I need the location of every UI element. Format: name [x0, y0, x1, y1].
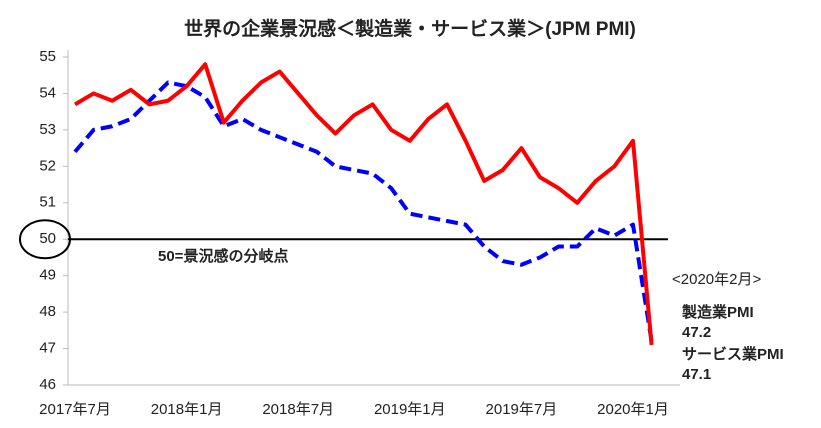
x-tick-label: 2019年1月: [374, 401, 446, 418]
x-tick-label: 2018年1月: [151, 401, 223, 418]
highlight-circle: [19, 219, 71, 260]
y-tick-label: 51: [39, 194, 56, 211]
series-label: 製造業PMI: [681, 303, 754, 321]
reference-label: 50=景況感の分岐点: [158, 247, 288, 265]
annotation: <2020年2月>: [672, 271, 761, 288]
value-label: 47.1: [682, 366, 711, 383]
series-line: [73, 62, 654, 346]
y-tick-label: 52: [39, 157, 56, 174]
y-tick-label: 46: [39, 376, 56, 393]
y-tick-label: 53: [39, 121, 56, 138]
y-tick-label: 48: [39, 303, 56, 320]
chart-title: 世界の企業景況感＜製造業・サービス業＞(JPM PMI): [184, 17, 636, 40]
x-tick-label: 2020年1月: [597, 401, 669, 418]
x-tick-label: 2019年7月: [486, 401, 558, 418]
x-tick-label: 2017年7月: [39, 401, 111, 418]
series-label: サービス業PMI: [682, 345, 784, 363]
value-label: 47.2: [682, 324, 711, 341]
series-line: [73, 80, 654, 342]
y-tick-label: 55: [39, 48, 56, 65]
y-tick-label: 50: [39, 230, 56, 247]
y-tick-label: 54: [39, 84, 56, 101]
y-tick-label: 49: [39, 267, 56, 284]
y-tick-label: 47: [39, 340, 56, 357]
x-tick-label: 2018年7月: [262, 401, 334, 418]
